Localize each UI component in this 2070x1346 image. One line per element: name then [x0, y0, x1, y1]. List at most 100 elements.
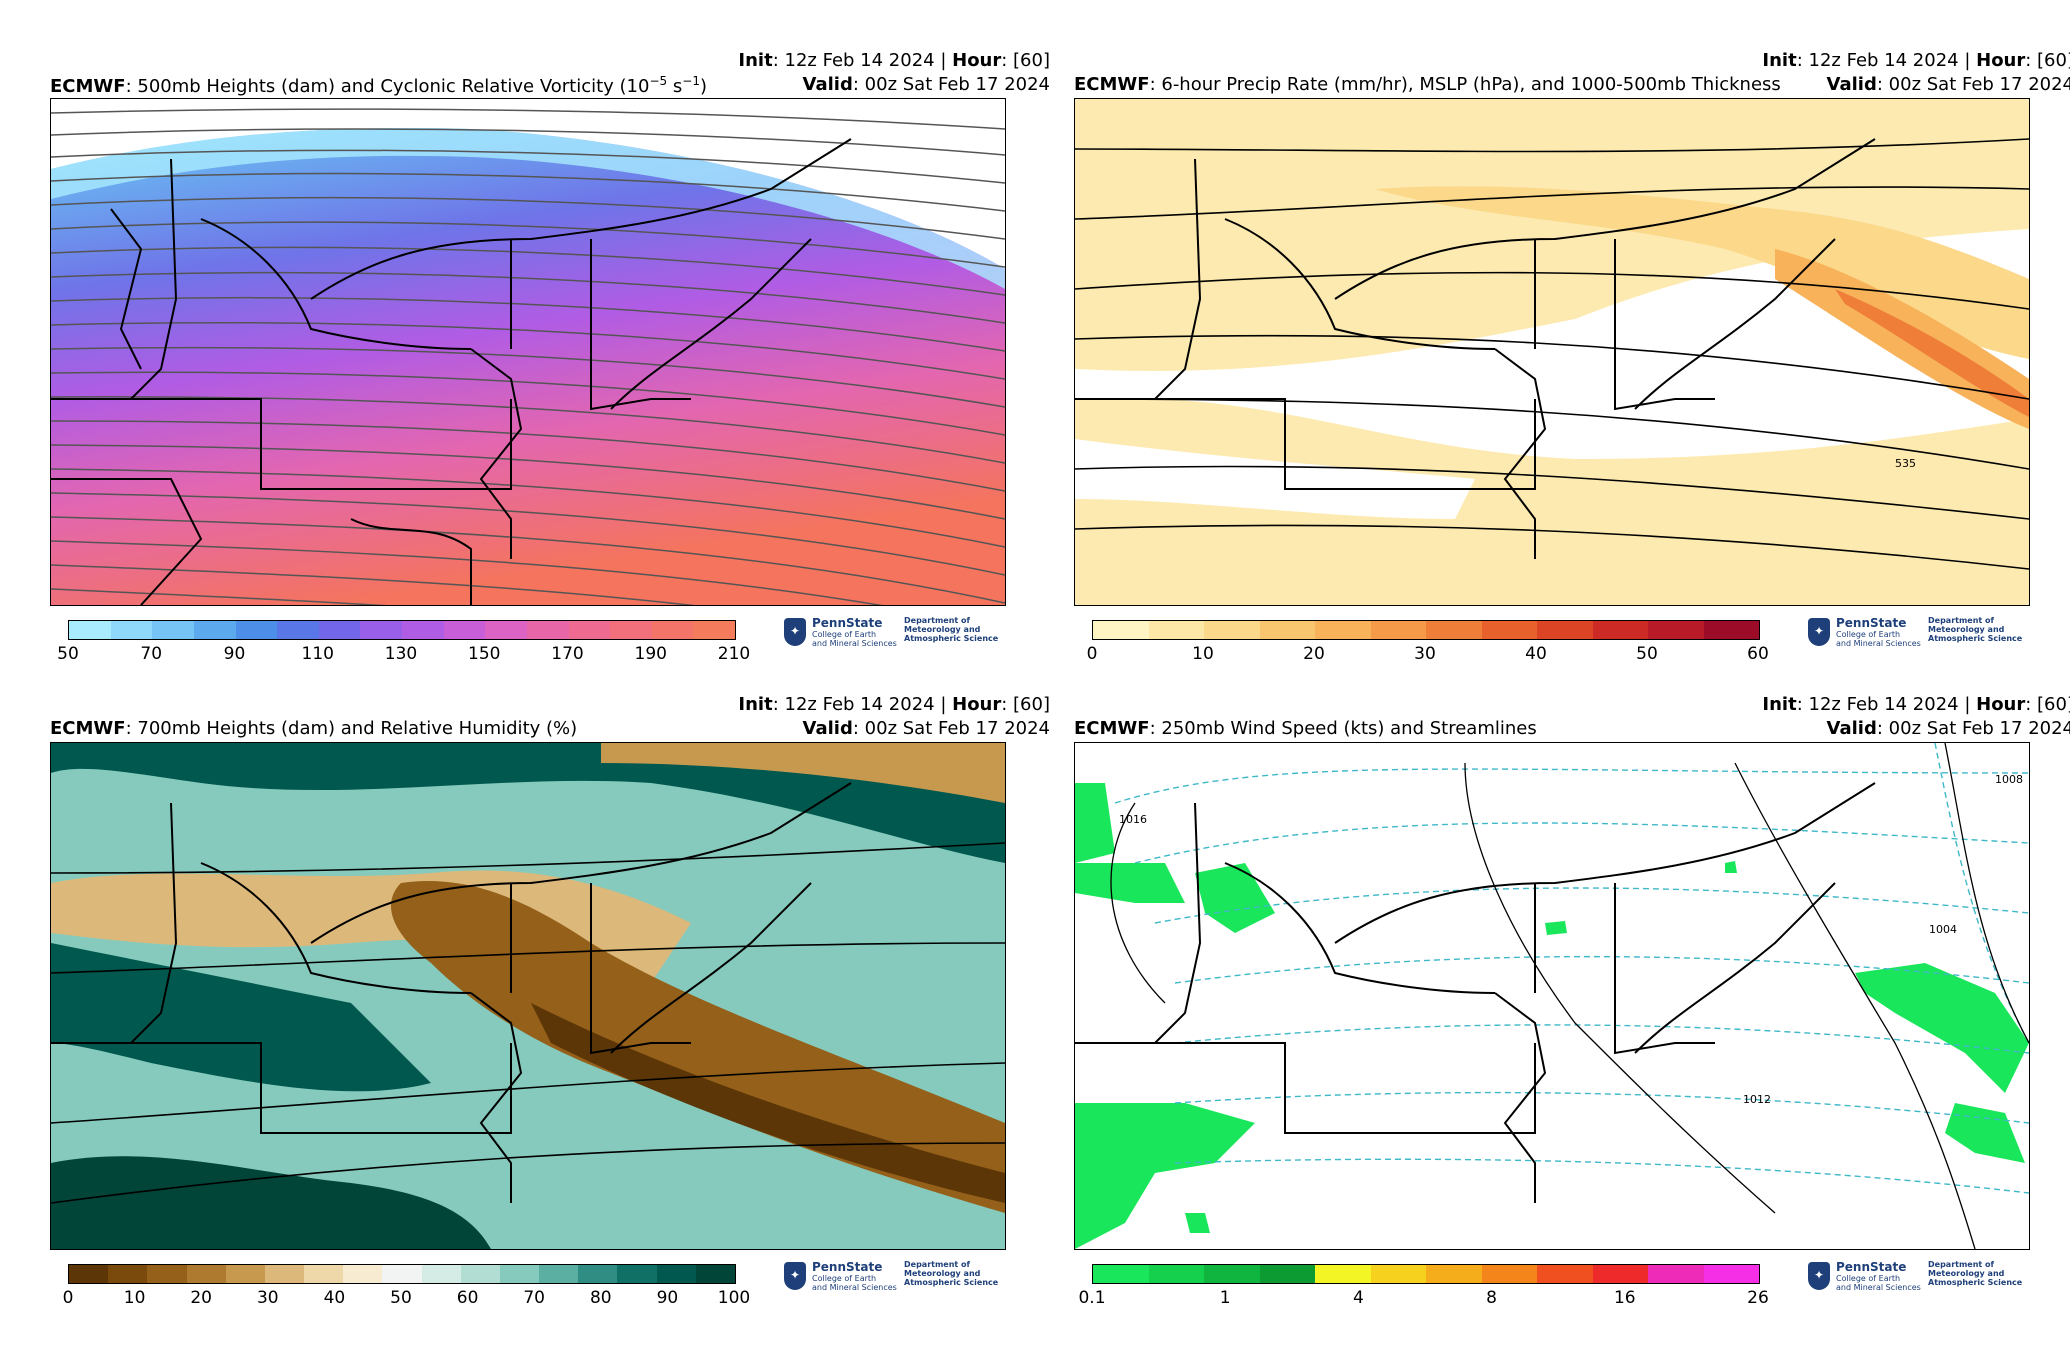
contour-label: 1008	[1995, 773, 2023, 786]
colorbar-tick-label: 190	[634, 644, 667, 664]
colorbar-tick-label: 90	[223, 644, 246, 664]
colorbar-tick-label: 50	[390, 1288, 412, 1308]
colorbar-tick-label: 90	[656, 1288, 679, 1308]
pennstate-logo: ✦ PennState College of Earth and Mineral …	[1808, 616, 2028, 656]
colorbar-ticks: 0 10 20 30 40 50 60	[1087, 644, 1769, 666]
colorbar-swatch	[1259, 1265, 1315, 1283]
colorbar-swatch	[568, 621, 611, 639]
contour-label: 1012	[1743, 1093, 1771, 1106]
colorbar-swatch	[526, 621, 569, 639]
colorbar-tick-label: 40	[323, 1288, 346, 1308]
init-line: Init: 12z Feb 14 2024 | Hour: [60]	[1762, 694, 2070, 715]
colorbar-swatch	[1315, 621, 1371, 639]
valid-line: Valid: 00z Sat Feb 17 2024	[802, 74, 1050, 95]
colorbar-swatch	[186, 1265, 226, 1283]
colorbar-tick-label: 150	[468, 644, 501, 664]
colorbar-swatch	[499, 1265, 540, 1283]
colorbar-swatch	[110, 621, 153, 639]
panel-title: ECMWF: 250mb Wind Speed (kts) and Stream…	[1074, 718, 1537, 739]
colorbar-swatch	[1093, 621, 1149, 639]
colorbar-tick-label: 20	[190, 1288, 213, 1308]
colorbar-swatch	[304, 1265, 344, 1283]
colorbar-swatch	[402, 621, 444, 639]
colorbar-swatch	[695, 1265, 735, 1283]
colorbar-swatch	[1703, 621, 1759, 639]
coastlines-borders	[1075, 138, 1876, 559]
colorbar-swatch	[1315, 1265, 1371, 1283]
colorbar-tick-label: 40	[1525, 644, 1547, 664]
colorbar-swatch	[1481, 1265, 1537, 1283]
colorbar-swatch	[360, 621, 402, 639]
shield-icon: ✦	[784, 1262, 806, 1290]
colorbar-swatch	[1148, 621, 1204, 639]
colorbar-swatch	[610, 621, 652, 639]
colorbar-swatch	[152, 621, 194, 639]
colorbar-tick-label: 0	[62, 1288, 74, 1308]
map-precip: 535	[1074, 98, 2030, 606]
colorbar-swatch	[1093, 1265, 1149, 1283]
pennstate-logo: ✦ PennState College of Earth and Mineral …	[1808, 1260, 2028, 1300]
colorbar-tick-label: 130	[384, 644, 418, 664]
panel-vorticity: Init: 12z Feb 14 2024 | Hour: [60] ECMWF…	[50, 50, 1050, 690]
colorbar-tick-label: 0	[1086, 644, 1098, 664]
contour-label: 1004	[1929, 923, 1957, 936]
colorbar-swatch	[421, 1265, 461, 1283]
colorbar-swatch	[1648, 1265, 1704, 1283]
colorbar-swatch	[1537, 1265, 1593, 1283]
colorbar-swatch	[225, 1265, 265, 1283]
colorbar-swatch	[651, 621, 694, 639]
colorbar-swatch	[1592, 1265, 1648, 1283]
colorbar-tick-label: 110	[301, 644, 334, 664]
colorbar-swatch	[147, 1265, 187, 1283]
colorbar-tick-label: 80	[589, 1288, 612, 1308]
colorbar-swatch	[1648, 621, 1704, 639]
streamlines	[1114, 743, 2029, 1194]
colorbar-swatch	[193, 621, 236, 639]
pennstate-logo: ✦ PennState College of Earth and Mineral …	[784, 1260, 1004, 1300]
colorbar-tick-label: 50	[57, 644, 79, 664]
colorbar-swatch	[1370, 621, 1426, 639]
colorbar-tick-label: 50	[1636, 644, 1658, 664]
colorbar-tick-label: 30	[1414, 644, 1436, 664]
colorbar-swatch	[443, 621, 486, 639]
colorbar-swatch	[656, 1265, 696, 1283]
colorbar-swatch	[1481, 621, 1537, 639]
shield-icon: ✦	[784, 618, 806, 646]
init-line: Init: 12z Feb 14 2024 | Hour: [60]	[738, 50, 1050, 71]
colorbar-swatch	[485, 621, 527, 639]
map-rh	[50, 742, 1006, 1250]
shield-icon: ✦	[1808, 618, 1830, 646]
colorbar-swatch	[539, 1265, 579, 1283]
colorbar-vorticity	[68, 620, 736, 640]
colorbar-swatch	[1259, 621, 1315, 639]
colorbar-tick-label: 20	[1303, 644, 1325, 664]
map-vorticity	[50, 98, 1006, 606]
colorbar-tick-label: 8	[1486, 1288, 1498, 1308]
colorbar-swatch	[460, 1265, 500, 1283]
colorbar-swatch	[1204, 1265, 1260, 1283]
colorbar-tick-label: 60	[456, 1288, 479, 1308]
colorbar-swatch	[1537, 621, 1593, 639]
colorbar-tick-label: 4	[1352, 1288, 1364, 1308]
colorbar-swatch	[1703, 1265, 1759, 1283]
valid-line: Valid: 00z Sat Feb 17 2024	[1826, 718, 2070, 739]
colorbar-swatch	[578, 1265, 618, 1283]
colorbar-ticks: 0 10 20 30 40 50 60 70 80 90 100	[63, 1288, 751, 1310]
colorbar-swatch	[1148, 1265, 1204, 1283]
colorbar-swatch	[1426, 621, 1482, 639]
colorbar-precip	[1092, 620, 1760, 640]
colorbar-ticks: 50 70 90 110 130 150 170 190 210	[57, 644, 750, 666]
colorbar-tick-label: 70	[523, 1288, 546, 1308]
panel-title: ECMWF: 6-hour Precip Rate (mm/hr), MSLP …	[1074, 74, 1781, 95]
colorbar-tick-label: 100	[717, 1288, 751, 1308]
colorbar-swatch	[1592, 621, 1648, 639]
colorbar-swatch	[69, 1265, 109, 1283]
colorbar-swatch	[69, 621, 111, 639]
colorbar-tick-label: 170	[551, 644, 584, 664]
coastlines-borders	[51, 138, 852, 605]
colorbar-tick-label: 26	[1747, 1288, 1769, 1308]
panel-title: ECMWF: 500mb Heights (dam) and Cyclonic …	[50, 74, 708, 97]
pennstate-logo: ✦ PennState College of Earth and Mineral …	[784, 616, 1004, 656]
valid-line: Valid: 00z Sat Feb 17 2024	[802, 718, 1050, 739]
colorbar-swatch	[235, 621, 278, 639]
